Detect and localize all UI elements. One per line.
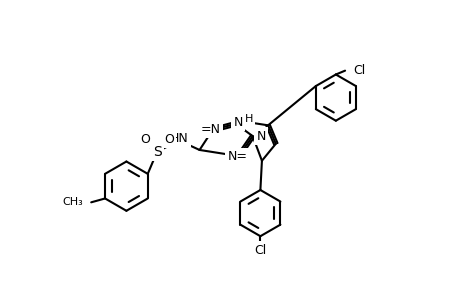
Text: N=: N= — [227, 150, 247, 164]
Text: O: O — [140, 133, 150, 146]
Text: S: S — [152, 145, 161, 158]
Text: Cl: Cl — [254, 244, 266, 256]
Text: O: O — [163, 133, 174, 146]
Text: N: N — [256, 130, 265, 142]
Text: HN: HN — [170, 132, 189, 145]
Text: N: N — [233, 116, 242, 129]
Text: H: H — [244, 114, 252, 124]
Text: =N: =N — [201, 123, 221, 136]
Text: Cl: Cl — [352, 64, 364, 77]
Text: CH₃: CH₃ — [62, 197, 84, 207]
